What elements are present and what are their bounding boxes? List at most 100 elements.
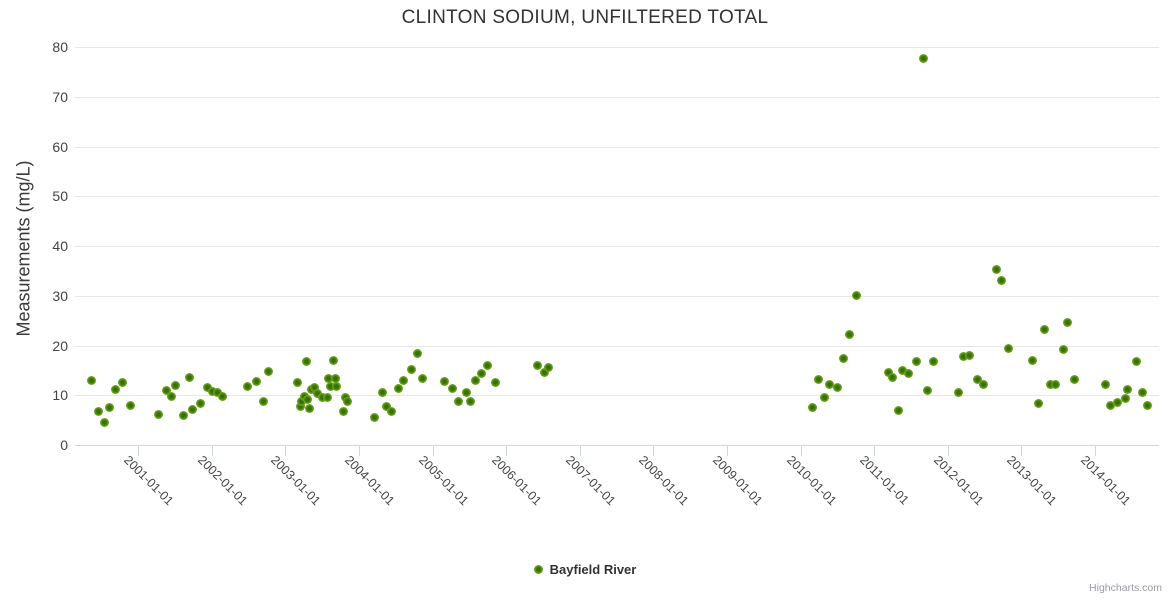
data-point[interactable] bbox=[331, 374, 340, 384]
data-point[interactable] bbox=[465, 396, 475, 406]
data-point[interactable] bbox=[212, 388, 222, 398]
data-point[interactable] bbox=[328, 355, 338, 365]
data-point[interactable] bbox=[312, 389, 322, 399]
data-point[interactable] bbox=[303, 395, 313, 405]
data-point[interactable] bbox=[1137, 388, 1147, 398]
data-point[interactable] bbox=[845, 329, 855, 339]
data-point[interactable] bbox=[297, 397, 307, 407]
data-point[interactable] bbox=[1045, 380, 1055, 390]
data-point[interactable] bbox=[264, 367, 274, 377]
data-point[interactable] bbox=[332, 382, 342, 392]
data-point[interactable] bbox=[1033, 398, 1043, 408]
data-point[interactable] bbox=[852, 291, 862, 301]
data-point[interactable] bbox=[477, 369, 487, 379]
data-point[interactable] bbox=[370, 412, 380, 422]
data-point[interactable] bbox=[166, 392, 176, 402]
data-point[interactable] bbox=[453, 397, 463, 407]
data-point[interactable] bbox=[309, 383, 319, 393]
data-point[interactable] bbox=[893, 405, 903, 415]
data-point[interactable] bbox=[202, 383, 212, 393]
data-point[interactable] bbox=[888, 373, 898, 383]
data-point[interactable] bbox=[490, 378, 500, 388]
data-point[interactable] bbox=[178, 410, 188, 420]
data-point[interactable] bbox=[242, 382, 252, 392]
data-point[interactable] bbox=[293, 378, 303, 388]
data-point[interactable] bbox=[381, 401, 391, 411]
data-point[interactable] bbox=[417, 374, 427, 384]
data-point[interactable] bbox=[110, 385, 120, 395]
data-point[interactable] bbox=[1122, 385, 1132, 395]
data-point[interactable] bbox=[1063, 317, 1073, 327]
data-point[interactable] bbox=[99, 417, 109, 427]
data-point[interactable] bbox=[911, 357, 921, 367]
data-point[interactable] bbox=[965, 351, 975, 361]
data-point[interactable] bbox=[378, 388, 388, 398]
data-point[interactable] bbox=[94, 406, 104, 416]
data-point[interactable] bbox=[86, 376, 96, 386]
data-point[interactable] bbox=[301, 357, 311, 367]
data-point[interactable] bbox=[978, 380, 988, 390]
data-point[interactable] bbox=[1058, 345, 1068, 355]
data-point[interactable] bbox=[953, 388, 963, 398]
data-point[interactable] bbox=[393, 384, 403, 394]
data-point[interactable] bbox=[470, 376, 480, 386]
data-point[interactable] bbox=[258, 397, 268, 407]
data-point[interactable] bbox=[533, 361, 543, 371]
data-point[interactable] bbox=[923, 386, 933, 396]
data-point[interactable] bbox=[898, 366, 908, 376]
data-point[interactable] bbox=[125, 400, 135, 410]
data-point[interactable] bbox=[997, 276, 1006, 286]
legend-item-bayfield-river[interactable]: Bayfield River bbox=[533, 562, 636, 577]
data-point[interactable] bbox=[162, 386, 172, 396]
data-point[interactable] bbox=[339, 407, 349, 417]
data-point[interactable] bbox=[117, 378, 127, 388]
data-point[interactable] bbox=[217, 392, 227, 402]
data-point[interactable] bbox=[462, 388, 471, 398]
data-point[interactable] bbox=[928, 357, 938, 367]
data-point[interactable] bbox=[1131, 357, 1141, 367]
data-point[interactable] bbox=[813, 375, 823, 385]
data-point[interactable] bbox=[919, 54, 928, 64]
data-point[interactable] bbox=[439, 377, 449, 387]
data-point[interactable] bbox=[251, 377, 261, 387]
data-point[interactable] bbox=[195, 398, 205, 408]
data-point[interactable] bbox=[1027, 356, 1037, 366]
data-point[interactable] bbox=[406, 365, 416, 375]
data-point[interactable] bbox=[1040, 324, 1050, 334]
data-point[interactable] bbox=[1120, 393, 1130, 403]
data-point[interactable] bbox=[1143, 400, 1153, 410]
highcharts-credit-link[interactable]: Highcharts.com bbox=[1089, 582, 1162, 594]
data-point[interactable] bbox=[1100, 380, 1110, 390]
data-point[interactable] bbox=[448, 384, 458, 394]
data-point[interactable] bbox=[883, 368, 893, 378]
data-point[interactable] bbox=[824, 380, 834, 390]
data-point[interactable] bbox=[325, 382, 335, 392]
data-point[interactable] bbox=[184, 373, 194, 383]
data-point[interactable] bbox=[832, 383, 842, 393]
data-point[interactable] bbox=[317, 393, 327, 403]
data-point[interactable] bbox=[482, 361, 492, 371]
data-point[interactable] bbox=[170, 381, 180, 391]
data-point[interactable] bbox=[991, 265, 1001, 275]
data-point[interactable] bbox=[323, 373, 333, 383]
data-point[interactable] bbox=[295, 402, 305, 412]
data-point[interactable] bbox=[819, 392, 829, 402]
data-point[interactable] bbox=[958, 352, 968, 362]
data-point[interactable] bbox=[304, 403, 314, 413]
data-point[interactable] bbox=[838, 354, 848, 364]
data-point[interactable] bbox=[386, 406, 396, 416]
data-point[interactable] bbox=[1050, 380, 1060, 390]
data-point[interactable] bbox=[544, 363, 554, 373]
data-point[interactable] bbox=[1112, 397, 1122, 407]
data-point[interactable] bbox=[903, 369, 913, 379]
data-point[interactable] bbox=[153, 409, 163, 419]
data-point[interactable] bbox=[1105, 400, 1115, 410]
data-point[interactable] bbox=[105, 402, 115, 412]
data-point[interactable] bbox=[399, 376, 409, 386]
data-point[interactable] bbox=[342, 397, 352, 407]
data-point[interactable] bbox=[1069, 375, 1079, 385]
data-point[interactable] bbox=[807, 403, 817, 413]
data-point[interactable] bbox=[187, 404, 197, 414]
data-point[interactable] bbox=[412, 349, 422, 359]
data-point[interactable] bbox=[1004, 344, 1014, 354]
